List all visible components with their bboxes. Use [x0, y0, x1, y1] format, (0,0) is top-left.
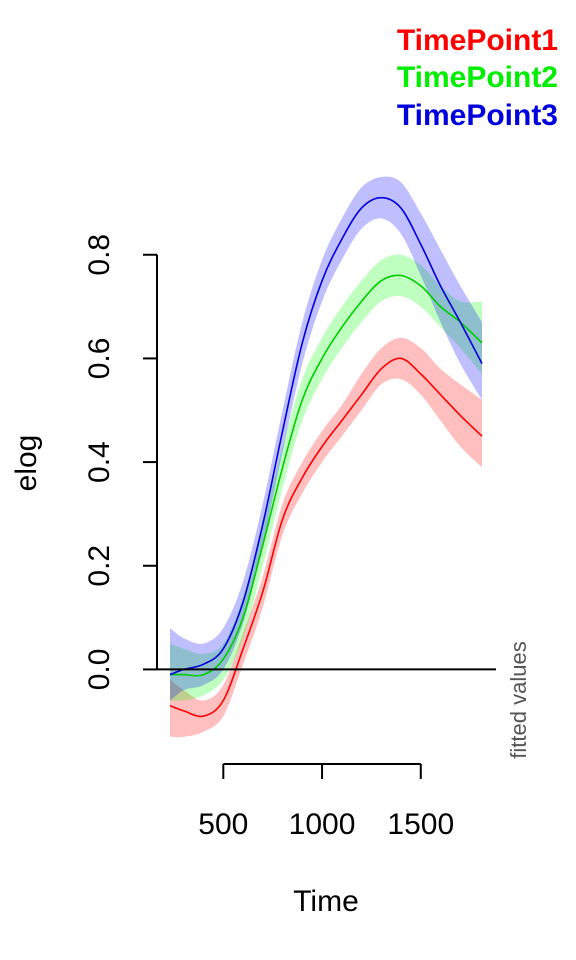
line-timepoint1 — [169, 357, 483, 718]
legend-entry-timepoint3: TimePoint3 — [397, 99, 558, 132]
band-timepoint3 — [170, 176, 482, 701]
fitted-values-note: fitted values — [506, 641, 531, 758]
band-timepoint2 — [170, 254, 482, 701]
legend: TimePoint1 TimePoint2 TimePoint3 — [397, 24, 558, 132]
x-tick-label: 500 — [198, 808, 248, 841]
y-tick-label: 0.8 — [83, 234, 116, 276]
y-tick-label: 0.2 — [83, 545, 116, 587]
x-axis: 500 1000 1500 — [198, 763, 454, 841]
y-axis: 0.0 0.2 0.4 0.6 0.8 — [83, 234, 158, 691]
x-tick-label: 1000 — [289, 808, 356, 841]
line-timepoint3 — [169, 196, 483, 676]
confidence-bands — [170, 176, 482, 738]
y-axis-title: elog — [10, 435, 43, 492]
y-tick-label: 0.6 — [83, 338, 116, 380]
legend-entry-timepoint1: TimePoint1 — [397, 24, 558, 57]
legend-entry-timepoint2: TimePoint2 — [397, 61, 558, 94]
line-timepoint2 — [169, 274, 483, 677]
fitted-lines — [169, 196, 483, 718]
x-tick-label: 1500 — [387, 808, 454, 841]
y-tick-label: 0.0 — [83, 649, 116, 691]
y-tick-label: 0.4 — [83, 441, 116, 483]
x-axis-title: Time — [293, 885, 359, 918]
